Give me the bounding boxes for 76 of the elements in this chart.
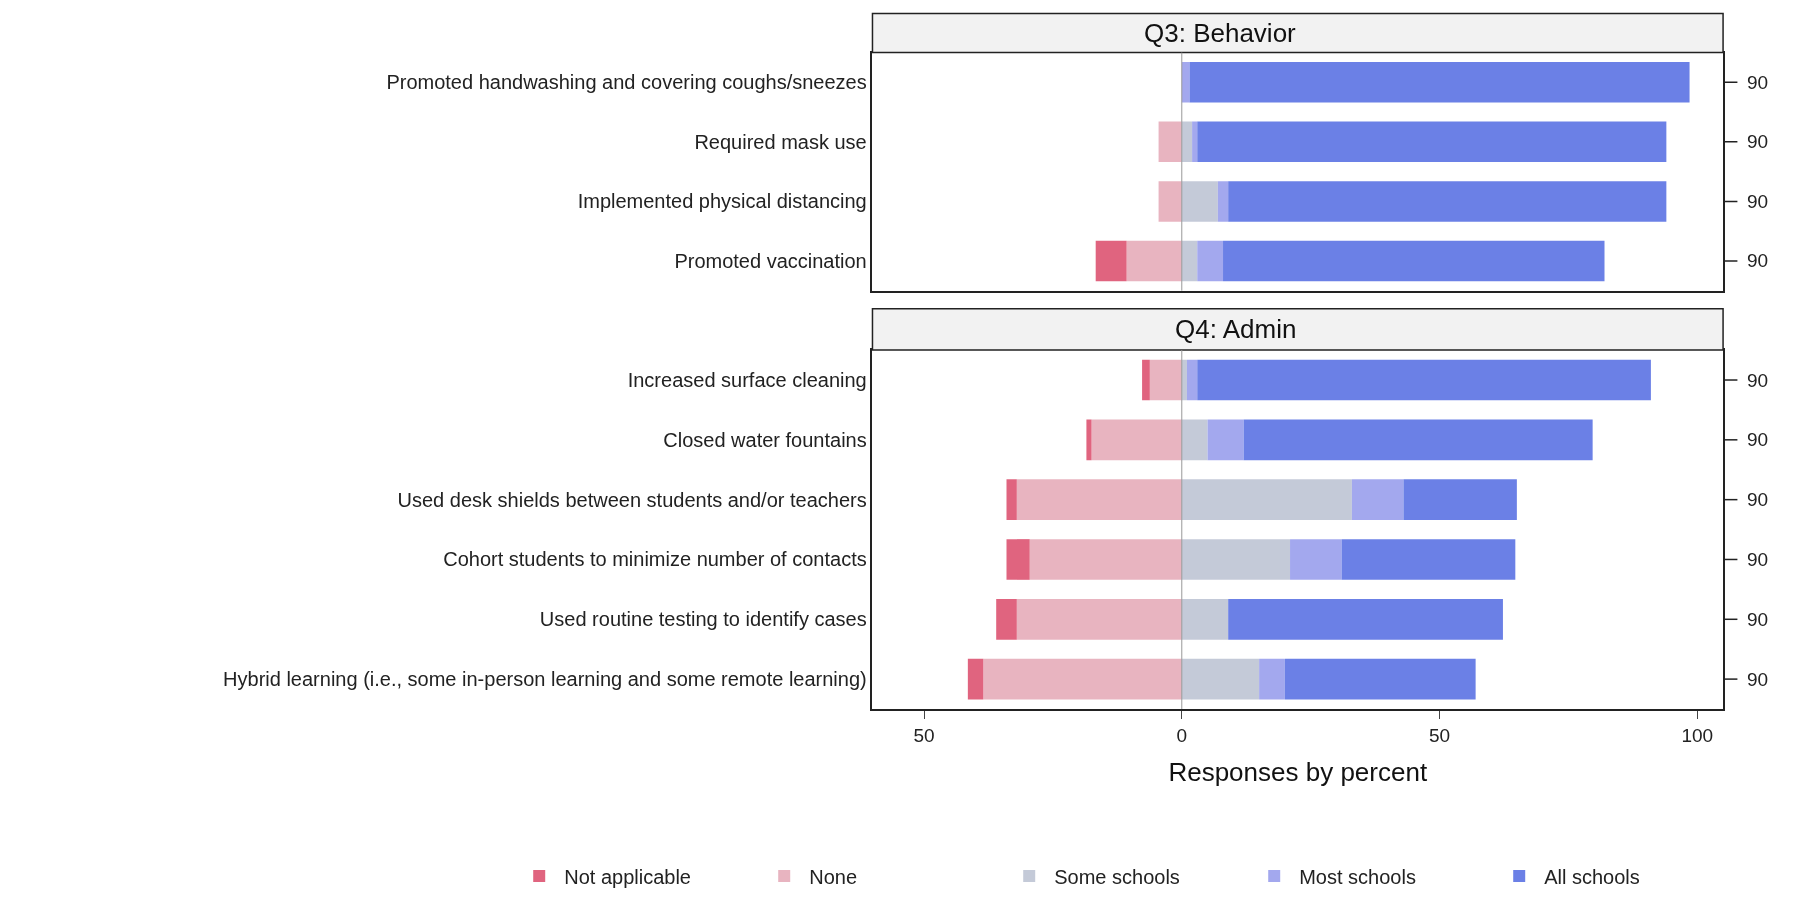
bar [1186,359,1198,401]
bar [1158,181,1182,222]
bar [1207,419,1244,461]
bar [1181,658,1260,700]
bar [1197,121,1667,163]
bar [1181,598,1229,640]
bar [1243,419,1593,461]
bar [1181,539,1291,580]
bar [983,658,1182,700]
bar [1403,479,1517,520]
bar [1284,658,1476,700]
bar [1341,539,1516,580]
y-tick-label: Required mask use [694,130,867,153]
bar [1290,539,1342,580]
bar [1091,419,1182,461]
bar [996,598,1017,640]
bar [1158,121,1182,163]
legend-label: Some schools [1054,865,1180,888]
bar [1197,240,1224,282]
x-axis-title: Responses by percent [1168,756,1428,787]
bar [1189,62,1690,103]
text: 90 [1747,609,1769,630]
text: 90 [1747,250,1769,271]
x-tick-label: 50 [913,724,935,746]
text: 90 [1747,370,1769,391]
bar [1149,359,1182,401]
legend-label: None [809,865,858,888]
y-tick-label: Used routine testing to identify cases [539,608,867,631]
bar [1181,359,1187,401]
bar [1181,479,1352,520]
legend-label: All schools [1544,865,1640,888]
y-tick-label: Increased surface cleaning [627,369,867,392]
y-tick-label: Closed water fountains [663,428,867,451]
chart-title: Q4: Admin [1175,314,1297,344]
y-tick-label: Used desk shields between students and/or teachers [397,488,867,511]
bar [967,658,984,700]
x-tick-label: 50 [1428,724,1451,746]
y-tick-label: Promoted handwashing and covering coughs/sneezes [386,71,867,94]
bar [1006,539,1030,580]
bar [1029,539,1182,580]
text: 90 [1747,549,1769,570]
y-tick-label: Cohort students to minimize number of contacts [443,548,867,571]
bar [1016,479,1182,520]
bar [1126,240,1182,282]
bar [1142,359,1150,401]
text: 90 [1747,489,1769,510]
y-tick-label: Hybrid learning (i.e., some in-person learning and some remote learning) [223,668,867,691]
bar [1181,62,1190,103]
text: 90 [1747,669,1769,690]
legend-label: Not applicable [564,865,691,888]
bar [1086,419,1092,461]
bar [1016,598,1182,640]
bar [1351,479,1404,520]
bar [1181,240,1198,282]
chart-title: Q3: Behavior [1144,18,1297,48]
bar [1181,121,1193,163]
x-tick-label: 0 [1176,724,1188,746]
text: 90 [1747,429,1769,450]
y-tick-label: Promoted vaccination [674,249,867,272]
legend-label: Most schools [1299,865,1416,888]
bar [1259,658,1285,700]
text: 90 [1747,191,1769,212]
y-tick-label: Implemented physical distancing [577,190,867,213]
x-tick-label: 100 [1681,724,1714,746]
bar [1181,419,1208,461]
bar [1223,240,1605,282]
bar [1228,598,1503,640]
bar [1181,181,1218,222]
bar [1006,479,1017,520]
bar [1197,359,1651,401]
bar [1228,181,1667,222]
bar [1217,181,1229,222]
bar [1095,240,1127,282]
bar [1192,121,1198,163]
text: 90 [1747,131,1769,152]
text: 90 [1747,72,1769,93]
